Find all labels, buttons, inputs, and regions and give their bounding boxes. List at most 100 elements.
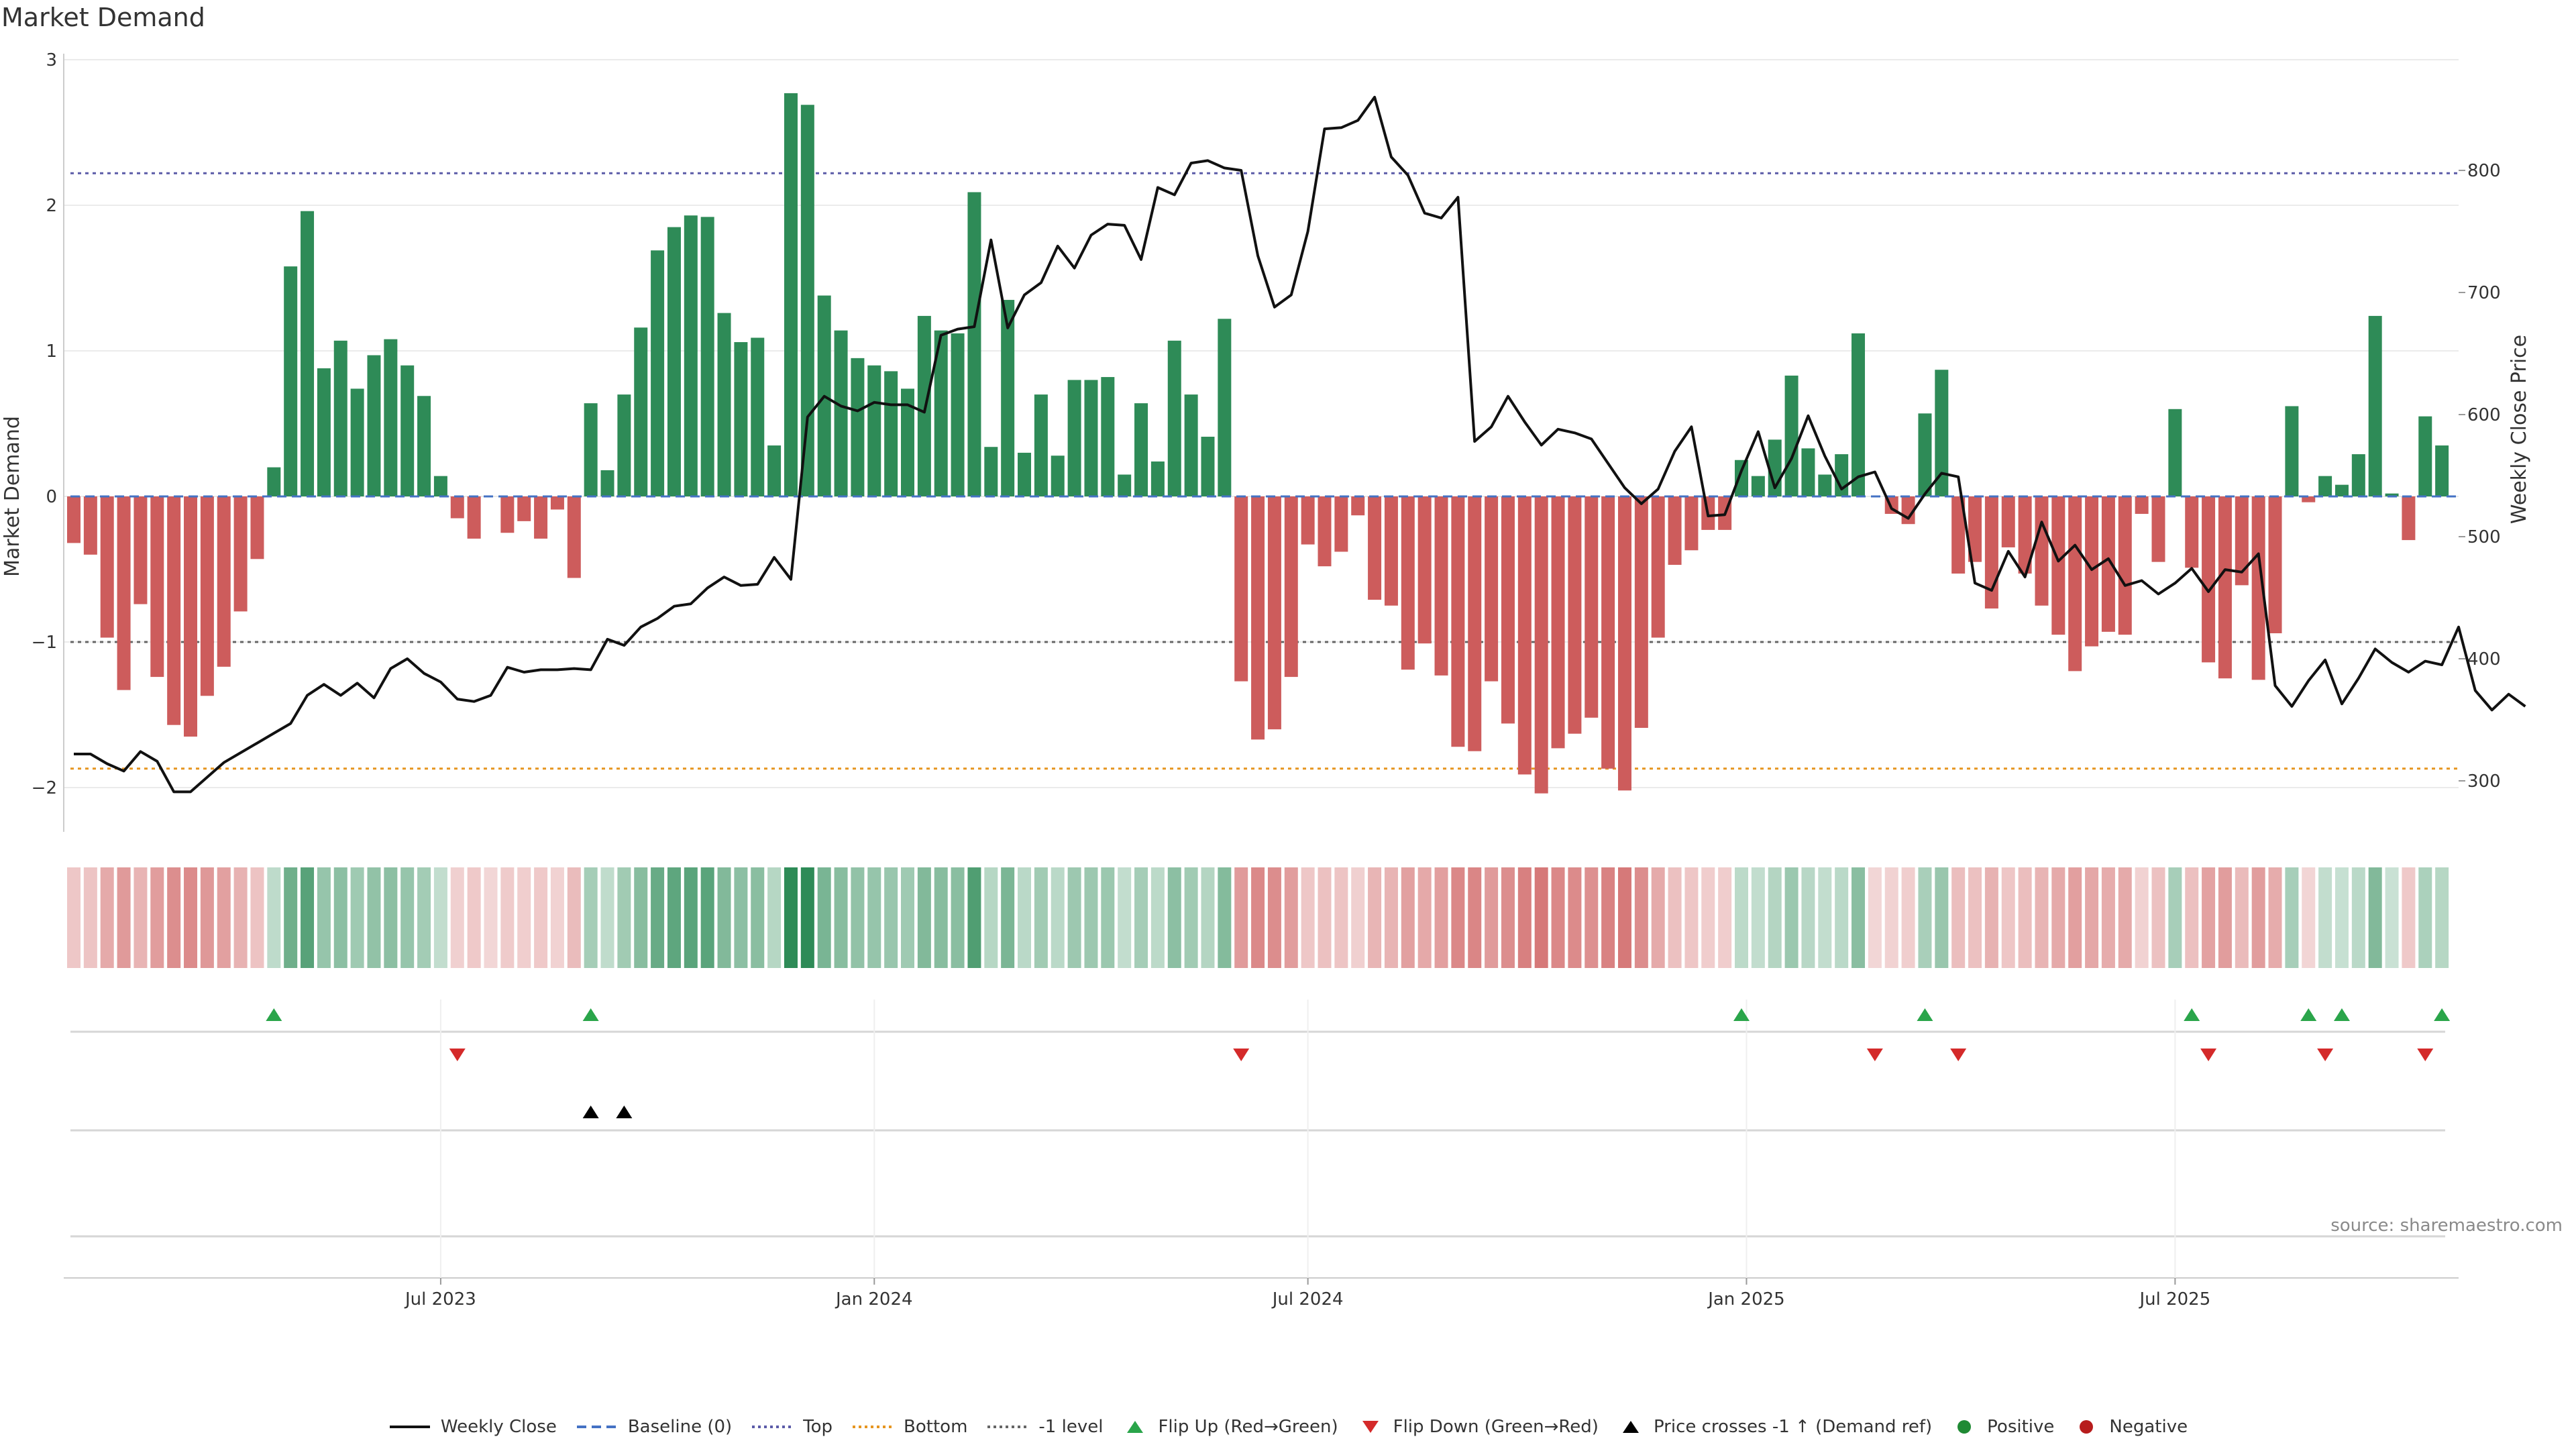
demand-bar-negative bbox=[100, 496, 114, 638]
demand-bar-positive bbox=[2435, 445, 2449, 496]
demand-bar-positive bbox=[767, 445, 782, 496]
demand-bar-negative bbox=[1601, 496, 1615, 769]
demand-bar-positive bbox=[1034, 394, 1048, 496]
demand-bar-negative bbox=[2118, 496, 2132, 635]
heat-strip-cell bbox=[433, 867, 447, 968]
demand-bar-negative bbox=[2268, 496, 2282, 633]
demand-bar-negative bbox=[1517, 496, 1532, 775]
heat-strip-cell bbox=[517, 867, 531, 968]
heat-strip-cell bbox=[484, 867, 498, 968]
demand-bar-positive bbox=[984, 447, 998, 496]
heat-strip-cell bbox=[1601, 867, 1615, 968]
source-label: source: sharemaestro.com bbox=[2330, 1216, 2563, 1236]
demand-bar-negative bbox=[1417, 496, 1432, 644]
heat-strip-cell bbox=[67, 867, 80, 968]
heat-strip-cell bbox=[1534, 867, 1548, 968]
y2-tick-label: 500 bbox=[2467, 527, 2501, 547]
heat-strip-cell bbox=[1701, 867, 1715, 968]
heat-strip-cell bbox=[1351, 867, 1365, 968]
flip-up-marker bbox=[1733, 1008, 1750, 1021]
heat-strip-cell bbox=[967, 867, 981, 968]
demand-bar-negative bbox=[2135, 496, 2149, 515]
heat-strip-cell bbox=[267, 867, 281, 968]
demand-bar-negative bbox=[200, 496, 214, 696]
y-tick-label: 2 bbox=[46, 196, 57, 216]
heat-strip-cell bbox=[1851, 867, 1866, 968]
demand-bar-negative bbox=[567, 496, 581, 578]
demand-bar-positive bbox=[1051, 455, 1065, 496]
demand-bar-positive bbox=[651, 250, 665, 496]
demand-bar-positive bbox=[2418, 416, 2432, 496]
demand-bar-negative bbox=[2251, 496, 2265, 680]
demand-bar-positive bbox=[867, 365, 881, 496]
heat-strip-cell bbox=[2402, 867, 2416, 968]
demand-bar-positive bbox=[1118, 474, 1132, 496]
heat-strip-cell bbox=[1801, 867, 1815, 968]
heat-strip-cell bbox=[834, 867, 848, 968]
heat-strip-cell bbox=[634, 867, 648, 968]
flip-down-marker bbox=[449, 1049, 466, 1061]
legend-item-flip-up: Flip Up (Red→Green) bbox=[1122, 1417, 1338, 1437]
heat-strip-cell bbox=[2168, 867, 2182, 968]
heat-strip-cell bbox=[751, 867, 765, 968]
heat-strip-cell bbox=[2001, 867, 2015, 968]
price-cross-marker bbox=[582, 1106, 599, 1118]
heat-strip-cell bbox=[2368, 867, 2382, 968]
heat-strip-cell bbox=[2268, 867, 2282, 968]
demand-bar-negative bbox=[1651, 496, 1665, 638]
demand-bar-negative bbox=[250, 496, 264, 559]
demand-bar-positive bbox=[1218, 319, 1232, 496]
demand-bar-positive bbox=[901, 388, 914, 496]
demand-bar-negative bbox=[2151, 496, 2165, 562]
demand-bar-positive bbox=[1818, 474, 1832, 496]
heat-strip-cell bbox=[1118, 867, 1132, 968]
heat-strip-cell bbox=[867, 867, 881, 968]
triangle-up-icon bbox=[1127, 1421, 1144, 1433]
legend-label: Top bbox=[803, 1417, 833, 1437]
demand-bar-negative bbox=[1485, 496, 1499, 682]
demand-bar-positive bbox=[1101, 377, 1115, 496]
demand-bar-positive bbox=[751, 337, 765, 496]
heat-strip-cell bbox=[301, 867, 315, 968]
x-tick-label: Jul 2025 bbox=[2138, 1289, 2210, 1309]
heat-strip-cell bbox=[1901, 867, 1915, 968]
heat-strip-cell bbox=[2385, 867, 2399, 968]
demand-bar-negative bbox=[1234, 496, 1248, 682]
demand-bar-positive bbox=[317, 368, 331, 496]
demand-bar-negative bbox=[2302, 496, 2316, 502]
heat-strip-cell bbox=[901, 867, 914, 968]
demand-bar-positive bbox=[2285, 406, 2299, 496]
demand-bar-negative bbox=[1668, 496, 1682, 565]
legend-item-minus-one: -1 level bbox=[986, 1417, 1103, 1437]
demand-bar-negative bbox=[184, 496, 198, 737]
demand-bar-positive bbox=[967, 192, 981, 496]
demand-bar-negative bbox=[233, 496, 248, 612]
legend-label: Flip Up (Red→Green) bbox=[1158, 1417, 1338, 1437]
heat-strip-cell bbox=[450, 867, 464, 968]
y2-axis-label: Weekly Close Price bbox=[2508, 335, 2531, 524]
heat-strip-cell bbox=[617, 867, 631, 968]
heat-strip-cell bbox=[1517, 867, 1532, 968]
demand-bar-negative bbox=[467, 496, 481, 539]
heat-strip-cell bbox=[2202, 867, 2216, 968]
demand-bar-positive bbox=[1134, 403, 1148, 496]
demand-bar-positive bbox=[1784, 375, 1799, 496]
y-tick-label: −2 bbox=[32, 778, 57, 798]
heat-strip-cell bbox=[917, 867, 931, 968]
flip-up-marker bbox=[266, 1008, 282, 1021]
legend-label: Positive bbox=[1987, 1417, 2055, 1437]
heat-strip-cell bbox=[2118, 867, 2132, 968]
heat-strip-cell bbox=[1568, 867, 1582, 968]
demand-bar-negative bbox=[150, 496, 164, 678]
demand-bar-negative bbox=[117, 496, 131, 690]
heat-strip-cell bbox=[467, 867, 481, 968]
demand-bar-negative bbox=[2018, 496, 2032, 574]
heat-strip-cell bbox=[417, 867, 431, 968]
heat-strip-cell bbox=[1935, 867, 1949, 968]
heat-strip-cell bbox=[367, 867, 381, 968]
heat-strip-cell bbox=[2334, 867, 2349, 968]
circle-icon bbox=[1957, 1420, 1972, 1434]
demand-bar-negative bbox=[2101, 496, 2115, 632]
heat-strip-cell bbox=[1234, 867, 1248, 968]
y-tick-label: 3 bbox=[46, 50, 57, 70]
